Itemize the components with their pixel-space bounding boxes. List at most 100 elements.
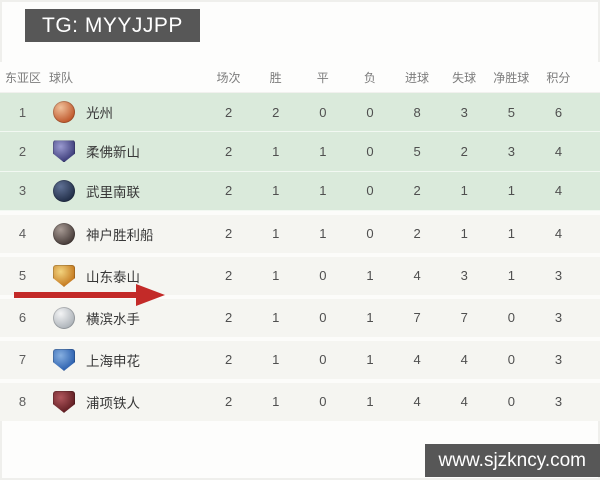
pohang-steelers-crest-icon: [53, 390, 75, 413]
goals-against-cell: 2: [460, 143, 468, 159]
arrow-shaft: [14, 292, 138, 298]
drawn-cell: 0: [319, 352, 327, 368]
team-cell: 神户胜利船: [45, 222, 205, 245]
goals-for-cell: 2: [413, 226, 421, 242]
rank-cell: 6: [18, 310, 27, 326]
vissel-kobe-crest-icon: [53, 222, 75, 245]
played-cell: 2: [224, 143, 233, 159]
played-cell: 2: [224, 394, 233, 410]
played-cell: 2: [224, 268, 233, 284]
header-won: 胜: [269, 70, 282, 85]
won-cell: 1: [272, 394, 280, 410]
team-cell: 光州: [45, 101, 205, 124]
header-goal-diff: 净胜球: [493, 70, 530, 85]
goals-against-cell: 4: [460, 352, 468, 368]
table-row[interactable]: 1 光州 2 2 0 0 8 3 5 6: [0, 93, 600, 133]
played-cell: 2: [224, 226, 233, 242]
won-cell: 1: [272, 310, 280, 326]
drawn-cell: 1: [319, 226, 327, 242]
points-cell: 3: [554, 394, 563, 410]
rank-cell: 7: [18, 352, 27, 368]
won-cell: 1: [272, 268, 280, 284]
rank-cell: 8: [18, 394, 27, 410]
table-row[interactable]: 5 山东泰山 2 1 0 1 4 3 1 3: [0, 252, 600, 295]
played-cell: 2: [224, 310, 233, 326]
table-row[interactable]: 4 神户胜利船 2 1 1 0 2 1 1 4: [0, 210, 600, 253]
goal-diff-cell: 0: [507, 352, 515, 368]
lost-cell: 0: [366, 183, 374, 199]
standings-table: 东亚区 球队 场次 胜 平 负 进球 失球 净胜球 积分 1 光州 2 2 0 0 8 3 5 6…: [0, 62, 600, 421]
goals-for-cell: 2: [413, 183, 421, 199]
drawn-cell: 0: [319, 104, 327, 120]
rank-cell: 3: [18, 183, 27, 199]
played-cell: 2: [224, 352, 233, 368]
lost-cell: 0: [366, 104, 374, 120]
goals-against-cell: 1: [460, 183, 468, 199]
lost-cell: 0: [366, 226, 374, 242]
yokohama-marinos-crest-icon: [53, 306, 75, 329]
team-name: 浦项铁人: [86, 395, 140, 411]
goals-for-cell: 4: [413, 352, 421, 368]
table-row[interactable]: 3 武里南联 2 1 1 0 2 1 1 4: [0, 171, 600, 211]
team-name: 山东泰山: [86, 269, 140, 285]
arrow-head: [136, 284, 165, 306]
won-cell: 1: [272, 183, 280, 199]
goal-diff-cell: 3: [507, 143, 515, 159]
header-team: 球队: [49, 70, 74, 85]
team-name: 横滨水手: [86, 311, 140, 327]
won-cell: 1: [272, 226, 280, 242]
lost-cell: 1: [366, 268, 374, 284]
table-header-row: 东亚区 球队 场次 胜 平 负 进球 失球 净胜球 积分: [0, 62, 600, 93]
header-goals-for: 进球: [405, 70, 430, 85]
table-row[interactable]: 2 柔佛新山 2 1 1 0 5 2 3 4: [0, 132, 600, 172]
goal-diff-cell: 1: [507, 268, 515, 284]
lost-cell: 1: [366, 310, 374, 326]
team-cell: 武里南联: [45, 179, 205, 202]
rank-cell: 5: [18, 268, 27, 284]
header-played: 场次: [216, 70, 241, 85]
table-body: 1 光州 2 2 0 0 8 3 5 6 2 柔佛新山 2 1 1 0 5 2 3 4 3 武里南联 2 1 1 0 2 1 1 4 4 神户…: [0, 93, 600, 421]
points-cell: 4: [554, 143, 563, 159]
points-cell: 3: [554, 268, 563, 284]
goals-for-cell: 7: [413, 310, 421, 326]
lost-cell: 1: [366, 352, 374, 368]
points-cell: 6: [554, 104, 563, 120]
team-cell: 横滨水手: [45, 306, 205, 329]
table-row[interactable]: 7 上海申花 2 1 0 1 4 4 0 3: [0, 336, 600, 379]
drawn-cell: 0: [319, 310, 327, 326]
team-cell: 上海申花: [45, 348, 205, 371]
team-cell: 山东泰山: [45, 264, 205, 287]
rank-cell: 4: [18, 226, 27, 242]
drawn-cell: 0: [319, 268, 327, 284]
goals-for-cell: 4: [413, 394, 421, 410]
johor-crest-icon: [53, 140, 75, 163]
lost-cell: 1: [366, 394, 374, 410]
rank-cell: 1: [18, 104, 27, 120]
buriram-crest-icon: [53, 179, 75, 202]
goals-for-cell: 8: [413, 104, 421, 120]
points-cell: 4: [554, 226, 563, 242]
rank-cell: 2: [18, 143, 27, 159]
points-cell: 3: [554, 310, 563, 326]
drawn-cell: 0: [319, 394, 327, 410]
table-row[interactable]: 6 横滨水手 2 1 0 1 7 7 0 3: [0, 294, 600, 337]
goal-diff-cell: 5: [507, 104, 515, 120]
goals-against-cell: 7: [460, 310, 468, 326]
goal-diff-cell: 0: [507, 310, 515, 326]
shandong-taishan-crest-icon: [53, 264, 75, 287]
team-cell: 浦项铁人: [45, 390, 205, 413]
goal-diff-cell: 0: [507, 394, 515, 410]
header-zone: 东亚区: [5, 70, 42, 85]
table-row[interactable]: 8 浦项铁人 2 1 0 1 4 4 0 3: [0, 378, 600, 421]
team-cell: 柔佛新山: [45, 140, 205, 163]
watermark-bottom-badge: www.sjzkncy.com: [424, 444, 600, 477]
drawn-cell: 1: [319, 143, 327, 159]
goals-for-cell: 4: [413, 268, 421, 284]
watermark-top-badge: TG: MYYJJPP: [25, 9, 200, 42]
points-cell: 3: [554, 352, 563, 368]
won-cell: 1: [272, 143, 280, 159]
lost-cell: 0: [366, 143, 374, 159]
won-cell: 1: [272, 352, 280, 368]
goals-against-cell: 3: [460, 104, 468, 120]
header-drawn: 平: [316, 70, 329, 85]
